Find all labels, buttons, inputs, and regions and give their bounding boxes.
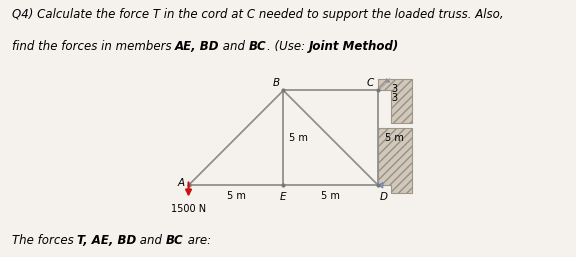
Text: 5 m: 5 m — [385, 133, 404, 143]
Text: AE, BD: AE, BD — [175, 40, 219, 53]
Text: A: A — [177, 178, 185, 188]
Text: 5 m: 5 m — [226, 191, 245, 201]
Text: The forces: The forces — [12, 234, 77, 247]
Text: B: B — [272, 78, 279, 88]
Polygon shape — [378, 79, 412, 123]
Text: T, AE, BD: T, AE, BD — [77, 234, 137, 247]
Text: are:: are: — [184, 234, 211, 247]
Text: 3: 3 — [392, 93, 397, 103]
Text: BC: BC — [166, 234, 184, 247]
Text: and: and — [137, 234, 166, 247]
Text: and: and — [219, 40, 249, 53]
Text: 3: 3 — [392, 84, 397, 94]
Text: BC: BC — [249, 40, 267, 53]
Text: D: D — [380, 192, 388, 202]
Text: 5 m: 5 m — [289, 133, 308, 143]
Text: E: E — [280, 192, 287, 202]
Text: Joint Method): Joint Method) — [309, 40, 399, 53]
Text: 5 m: 5 m — [321, 191, 340, 201]
Text: Q4) Calculate the force T in the cord at C needed to support the loaded truss. A: Q4) Calculate the force T in the cord at… — [12, 8, 503, 21]
Polygon shape — [378, 182, 383, 188]
Text: . (Use:: . (Use: — [267, 40, 309, 53]
Text: 1500 N: 1500 N — [171, 204, 206, 214]
Text: find the forces in members: find the forces in members — [12, 40, 175, 53]
Text: C: C — [366, 78, 373, 88]
Polygon shape — [378, 128, 412, 193]
